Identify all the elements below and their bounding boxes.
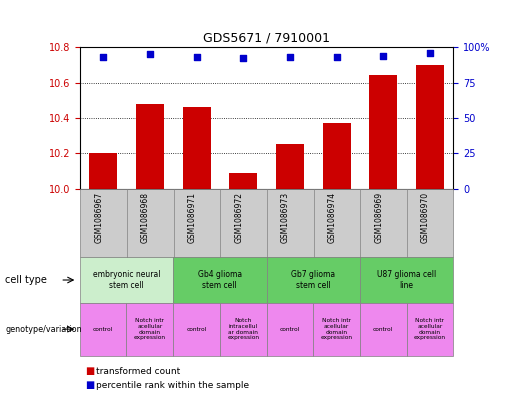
Text: GSM1086967: GSM1086967 <box>94 192 103 243</box>
Text: control: control <box>93 327 113 332</box>
Bar <box>89 153 117 189</box>
Bar <box>416 65 444 189</box>
Text: Notch intr
acellular
domain
expression: Notch intr acellular domain expression <box>414 318 446 340</box>
Point <box>426 50 434 56</box>
Text: Notch intr
acellular
domain
expression: Notch intr acellular domain expression <box>320 318 353 340</box>
Text: embryonic neural
stem cell: embryonic neural stem cell <box>93 270 160 290</box>
Text: GSM1086973: GSM1086973 <box>281 192 290 243</box>
Point <box>99 54 107 60</box>
Bar <box>182 107 211 189</box>
Text: GSM1086972: GSM1086972 <box>234 192 243 243</box>
Text: GSM1086974: GSM1086974 <box>328 192 336 243</box>
Text: GSM1086969: GSM1086969 <box>374 192 383 243</box>
Text: U87 glioma cell
line: U87 glioma cell line <box>377 270 436 290</box>
Text: ■: ■ <box>85 380 94 390</box>
Text: Gb7 glioma
stem cell: Gb7 glioma stem cell <box>291 270 335 290</box>
Text: percentile rank within the sample: percentile rank within the sample <box>96 381 249 389</box>
Text: GSM1086968: GSM1086968 <box>141 192 150 243</box>
Text: ■: ■ <box>85 366 94 376</box>
Text: control: control <box>373 327 393 332</box>
Text: control: control <box>186 327 207 332</box>
Bar <box>136 104 164 189</box>
Text: control: control <box>280 327 300 332</box>
Bar <box>369 75 397 189</box>
Title: GDS5671 / 7910001: GDS5671 / 7910001 <box>203 31 330 44</box>
Text: genotype/variation: genotype/variation <box>5 325 82 334</box>
Text: GSM1086971: GSM1086971 <box>187 192 197 243</box>
Bar <box>276 145 304 189</box>
Text: Notch
intracellul
ar domain
expression: Notch intracellul ar domain expression <box>227 318 259 340</box>
Text: transformed count: transformed count <box>96 367 181 376</box>
Text: Gb4 glioma
stem cell: Gb4 glioma stem cell <box>198 270 242 290</box>
Point <box>379 53 387 59</box>
Point <box>193 54 201 60</box>
Point <box>286 54 294 60</box>
Bar <box>322 123 351 189</box>
Bar <box>229 173 257 189</box>
Text: GSM1086970: GSM1086970 <box>421 192 430 243</box>
Point <box>146 51 154 57</box>
Point <box>239 55 247 62</box>
Point <box>332 54 340 60</box>
Text: Notch intr
acellular
domain
expression: Notch intr acellular domain expression <box>134 318 166 340</box>
Text: cell type: cell type <box>5 275 47 285</box>
